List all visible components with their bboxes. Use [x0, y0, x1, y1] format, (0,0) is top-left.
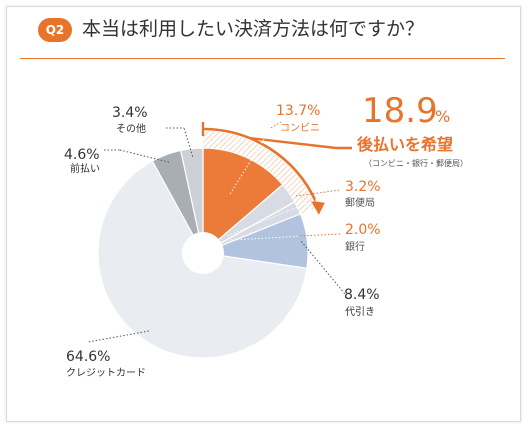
label-value-代引き: 8.4% — [344, 287, 380, 303]
leader-line — [119, 149, 170, 163]
leader-line — [227, 189, 341, 237]
label-name-郵便局: 郵便局 — [345, 196, 375, 209]
highlight-overlay — [201, 122, 352, 215]
label-name-代引き: 代引き — [345, 306, 375, 318]
highlight-arrowhead — [310, 200, 325, 215]
highlight-connector — [249, 136, 352, 150]
leader-lines — [87, 121, 346, 343]
pie-hole — [182, 232, 224, 274]
label-name-前払い: 前払い — [70, 162, 100, 175]
highlight-unit: % — [435, 107, 450, 126]
label-value-その他: 3.4% — [112, 105, 148, 121]
label-value-コンビニ: 13.7% — [276, 103, 320, 119]
question-badge: Q2 — [38, 18, 72, 42]
pie-slice-その他 — [180, 147, 204, 254]
highlight-label: 後払いを希望 — [357, 135, 453, 154]
leader-line — [229, 127, 272, 195]
leader-line — [300, 241, 346, 295]
highlight-hatch-band — [203, 131, 317, 214]
leader-line — [183, 127, 194, 157]
leader-line — [295, 189, 341, 197]
highlight-sublabel: （コンビニ・銀行・郵便局） — [364, 158, 468, 168]
question-title: 本当は利用したい決済方法は何ですか？ — [82, 18, 425, 40]
label-name-クレジットカード: クレジットカード — [66, 367, 146, 379]
label-value-郵便局: 3.2% — [345, 179, 381, 195]
label-name-その他: その他 — [116, 122, 146, 135]
highlight-value: 18.9 — [362, 91, 438, 131]
label-name-コンビニ: コンビニ — [280, 122, 320, 134]
label-value-銀行: 2.0% — [345, 222, 381, 238]
label-value-クレジットカード: 64.6% — [66, 349, 110, 365]
header-divider — [20, 58, 505, 59]
highlight-arrow-arc — [202, 127, 317, 202]
label-value-前払い: 4.6% — [64, 147, 100, 163]
pie-slices — [97, 147, 309, 359]
pie-slice-コンビニ — [202, 147, 284, 255]
label-name-銀行: 銀行 — [345, 240, 365, 253]
slice-labels: 13.7% コンビニ 3.2%郵便局 2.0% 銀行 8.4% 代引き 64.6% クレジットカ… — [64, 103, 381, 379]
